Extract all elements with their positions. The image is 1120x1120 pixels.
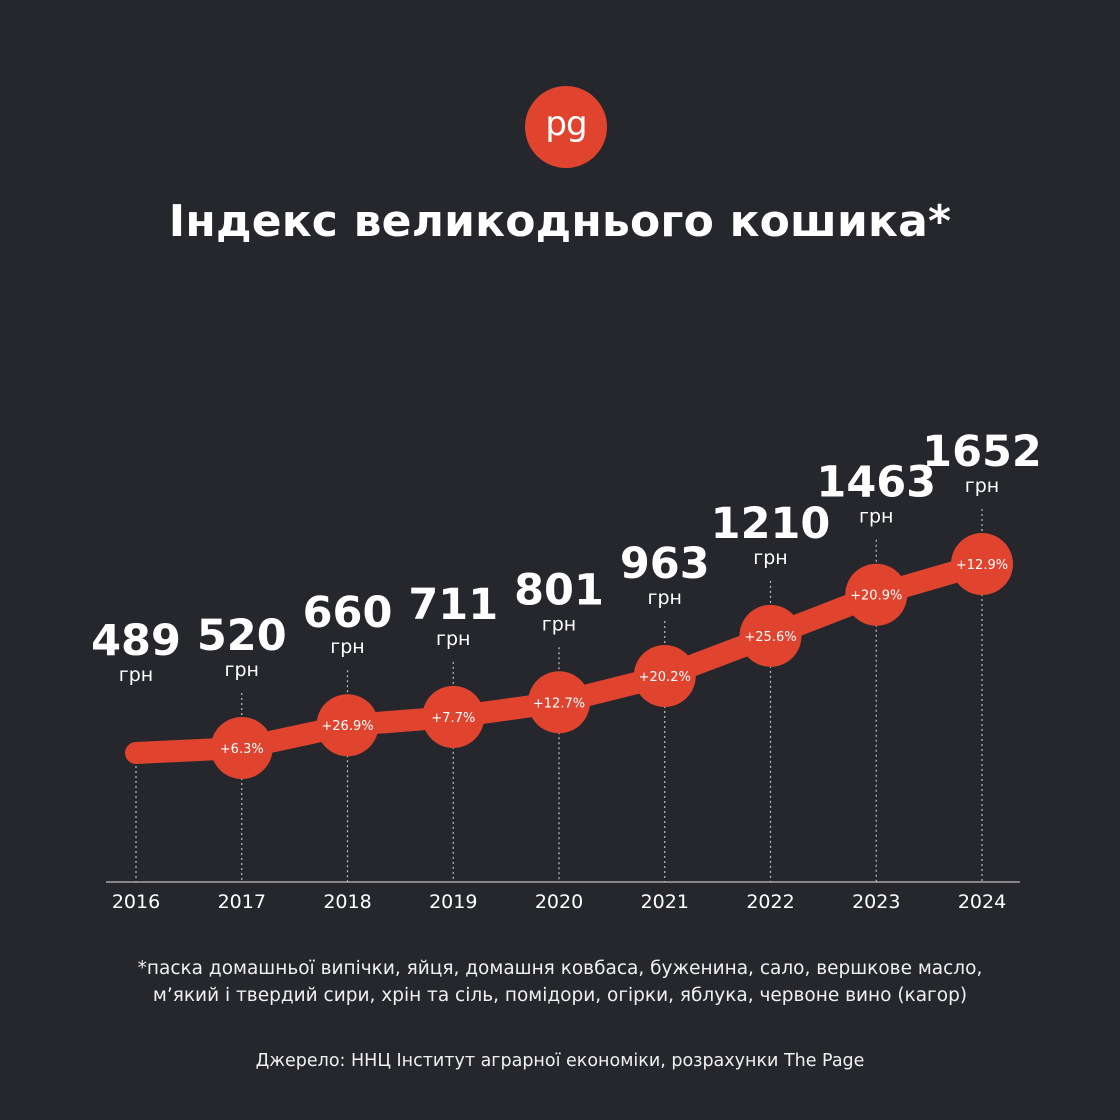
data-point <box>845 563 908 626</box>
data-point <box>528 671 590 734</box>
x-tick-label: 2022 <box>746 891 794 913</box>
x-tick-label: 2016 <box>112 891 160 913</box>
logo-badge: pg <box>525 86 607 168</box>
change-label: +20.2% <box>639 670 691 685</box>
data-point <box>210 716 273 779</box>
value-label: 520 <box>197 611 287 661</box>
value-label: 963 <box>620 539 710 589</box>
footnote: *паска домашньої випічки, яйця, домашня … <box>0 955 1120 1009</box>
data-point <box>422 685 485 748</box>
unit-label: грн <box>965 475 999 497</box>
change-label: +6.3% <box>220 742 264 757</box>
unit-label: грн <box>436 628 470 650</box>
value-label: 1463 <box>816 458 936 508</box>
value-label: 489 <box>91 616 181 666</box>
change-label: +12.9% <box>956 558 1008 573</box>
footnote-line-2: м’який і твердий сири, хрін та сіль, пом… <box>152 985 968 1006</box>
data-point <box>633 644 696 707</box>
change-label: +20.9% <box>850 589 902 604</box>
value-label: 1652 <box>922 427 1042 477</box>
data-point <box>951 533 1013 595</box>
chart-title: Індекс великоднього кошика* <box>168 196 952 247</box>
x-tick-label: 2021 <box>641 891 689 913</box>
x-tick-label: 2018 <box>323 891 371 913</box>
unit-label: грн <box>859 506 893 528</box>
value-label: 660 <box>303 588 393 638</box>
change-label: +7.7% <box>431 711 475 726</box>
x-tick-label: 2020 <box>535 891 583 913</box>
data-point <box>739 604 802 667</box>
data-point <box>316 694 379 757</box>
unit-label: грн <box>542 613 576 635</box>
unit-label: грн <box>330 636 364 658</box>
footnote-line-1: *паска домашньої випічки, яйця, домашня … <box>137 958 983 979</box>
x-tick-label: 2017 <box>218 891 266 913</box>
logo-text: pg <box>545 104 587 144</box>
unit-label: грн <box>119 664 153 686</box>
x-tick-label: 2023 <box>852 891 900 913</box>
value-label: 1210 <box>711 499 831 549</box>
value-label: 801 <box>514 565 604 615</box>
unit-label: грн <box>225 659 259 681</box>
change-label: +12.7% <box>533 696 585 711</box>
x-tick-label: 2024 <box>958 891 1006 913</box>
unit-label: грн <box>753 547 787 569</box>
x-tick-label: 2019 <box>429 891 477 913</box>
unit-label: грн <box>648 587 682 609</box>
change-label: +26.9% <box>321 719 373 734</box>
change-label: +25.6% <box>744 630 796 645</box>
source-note: Джерело: ННЦ Інститут аграрної економіки… <box>255 1051 865 1071</box>
value-label: 711 <box>408 580 498 630</box>
